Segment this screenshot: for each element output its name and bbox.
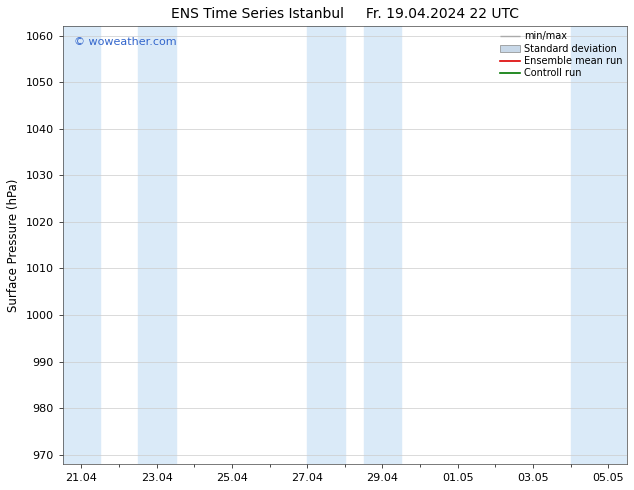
Text: © woweather.com: © woweather.com — [74, 37, 176, 47]
Legend: min/max, Standard deviation, Ensemble mean run, Controll run: min/max, Standard deviation, Ensemble me… — [498, 29, 624, 80]
Y-axis label: Surface Pressure (hPa): Surface Pressure (hPa) — [7, 178, 20, 312]
Bar — [63, 26, 100, 464]
Bar — [307, 26, 345, 464]
Bar — [364, 26, 401, 464]
Bar — [138, 26, 176, 464]
Bar — [571, 26, 627, 464]
Title: ENS Time Series Istanbul     Fr. 19.04.2024 22 UTC: ENS Time Series Istanbul Fr. 19.04.2024 … — [171, 7, 519, 21]
